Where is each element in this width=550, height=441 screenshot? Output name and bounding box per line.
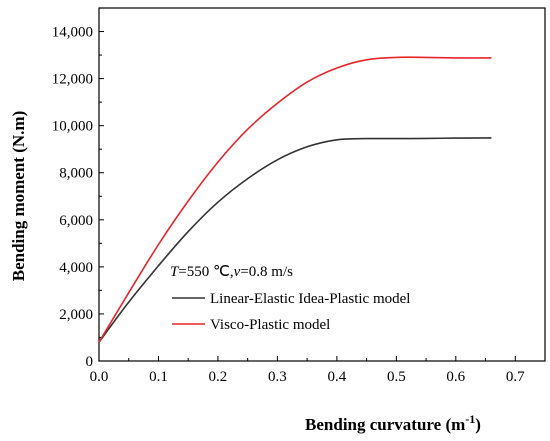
x-axis-title: Bending curvature (m-1) — [305, 412, 481, 434]
y-tick-label: 6,000 — [59, 213, 93, 229]
series-line-0 — [98, 137, 492, 343]
x-axis-title-main: Bending curvature (m — [305, 415, 465, 434]
plot-frame — [98, 7, 546, 362]
y-tick-label: 14,000 — [52, 25, 93, 41]
annotation-part-3: =0.8 m/s — [240, 264, 293, 280]
legend-label-visco-plastic: Visco-Plastic model — [210, 317, 330, 333]
annotation-part-1: =550 ℃, — [178, 264, 233, 280]
x-tick-label: 0.7 — [506, 369, 525, 385]
x-tick-label: 0.5 — [387, 369, 406, 385]
x-tick-label: 0.6 — [446, 369, 465, 385]
series-layer — [98, 56, 492, 343]
y-axis-title: Bending moment (N.m) — [9, 111, 28, 281]
y-tick-label: 2,000 — [59, 307, 93, 323]
x-tick-label: 0.0 — [90, 369, 109, 385]
x-tick-label: 0.1 — [149, 369, 168, 385]
plot-border — [98, 7, 546, 362]
x-tick-label: 0.2 — [209, 369, 228, 385]
y-tick-label: 8,000 — [59, 166, 93, 182]
annotation-part-0: T — [170, 264, 180, 280]
annotation-part-2: v — [234, 264, 241, 280]
legend-label-linear-elastic: Linear-Elastic Idea-Plastic model — [210, 291, 410, 307]
y-tick-label: 12,000 — [52, 72, 93, 88]
condition-annotation: T=550 ℃,v=0.8 m/s — [170, 264, 293, 280]
y-tick-label: 0 — [86, 354, 94, 370]
x-axis-ticks: 0.0 0.1 0.2 0.3 0.4 0.5 0.6 0.7 — [90, 356, 546, 385]
series-line-1 — [98, 56, 492, 343]
legend: Linear-Elastic Idea-Plastic model Visco-… — [172, 291, 410, 333]
y-tick-label: 10,000 — [52, 119, 93, 135]
y-axis-ticks: 0 2,000 4,000 6,000 8,000 10,000 12,000 14,000 — [52, 25, 104, 370]
x-tick-label: 0.3 — [268, 369, 287, 385]
y-tick-label: 4,000 — [59, 260, 93, 276]
x-axis-title-close: ) — [475, 415, 481, 434]
x-axis-title-sup: -1 — [465, 412, 475, 426]
x-tick-label: 0.4 — [327, 369, 346, 385]
